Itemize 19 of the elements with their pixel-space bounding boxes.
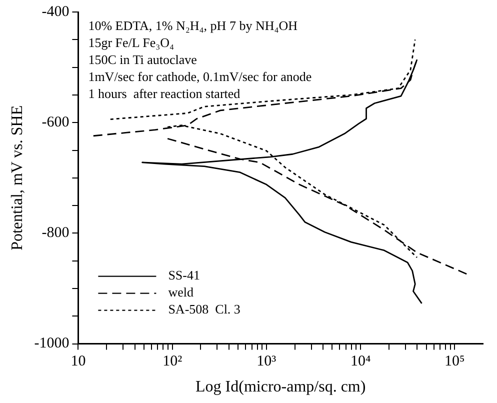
y-tick-label: -600 <box>42 114 70 131</box>
annotation: 1 hours after reaction started <box>88 86 241 101</box>
annotation: 150C in Ti autoclave <box>88 52 198 67</box>
x-tick-label: 10⁵ <box>444 354 465 370</box>
legend-label: weld <box>168 284 194 300</box>
x-tick-label: 10² <box>162 354 183 370</box>
x-tick-label: 10⁴ <box>350 354 371 370</box>
y-tick-label: -400 <box>42 4 70 20</box>
y-tick-label: -1000 <box>34 336 70 352</box>
legend-label: SA-508 Cl. 3 <box>168 302 240 317</box>
x-axis-title: Log Id(micro-amp/sq. cm) <box>196 378 366 396</box>
annotation: 15gr Fe/L Fe₃O₄ <box>88 34 175 50</box>
y-axis-title: Potential, mV vs. SHE <box>8 105 26 250</box>
y-tick-label: -800 <box>42 225 70 242</box>
annotation: 10% EDTA, 1% N₂H₄, pH 7 by NH₄OH <box>88 18 298 33</box>
legend-label: SS-41 <box>168 268 200 283</box>
x-tick-label: 10 <box>70 354 86 370</box>
annotation: 1mV/sec for cathode, 0.1mV/sec for anode <box>88 68 312 84</box>
x-tick-label: 10³ <box>256 354 277 370</box>
